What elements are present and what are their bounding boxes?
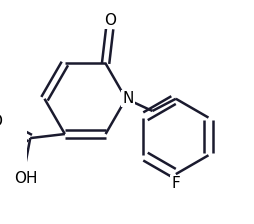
Text: N: N <box>122 91 134 106</box>
Text: OH: OH <box>14 171 38 186</box>
Text: F: F <box>171 176 180 191</box>
Text: O: O <box>0 114 2 129</box>
Text: O: O <box>104 13 116 28</box>
